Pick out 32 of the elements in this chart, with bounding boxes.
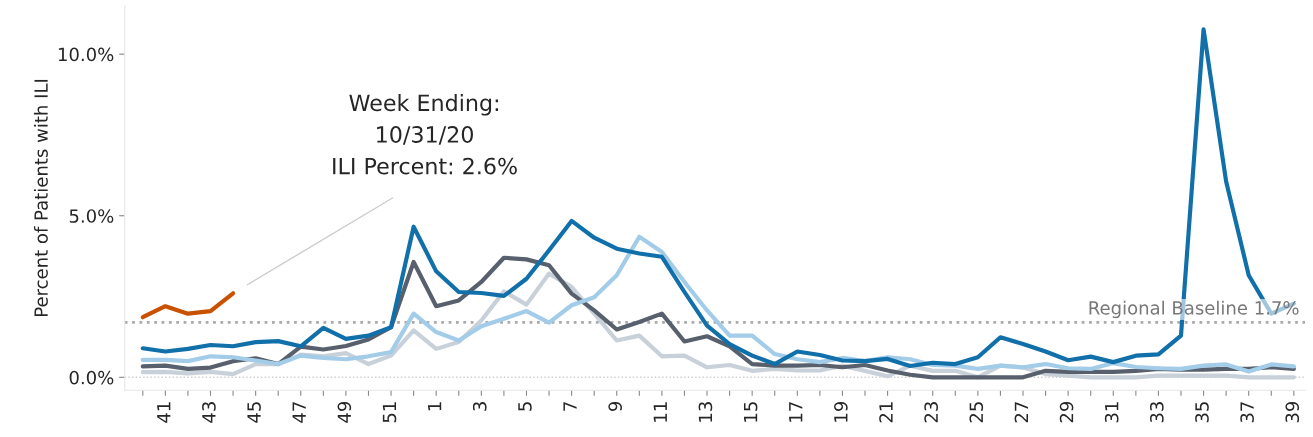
x-tick-label: 3 bbox=[472, 402, 487, 411]
x-tick-label: 45 bbox=[247, 402, 261, 423]
x-tick-label: 39 bbox=[1285, 401, 1300, 423]
x-tick-label: 51 bbox=[382, 402, 397, 423]
y-tick-label: 10.0% bbox=[58, 47, 114, 62]
x-tick-label: 1 bbox=[428, 402, 442, 411]
x-tick-label: 49 bbox=[337, 401, 352, 423]
x-tick-label: 15 bbox=[743, 402, 758, 422]
y-tick-label: 0.0% bbox=[69, 370, 114, 385]
x-tick-label: 43 bbox=[202, 402, 216, 423]
y-axis-title: Percent of Patients with ILI bbox=[33, 79, 48, 316]
x-tick-label: 7 bbox=[563, 402, 577, 411]
x-tick-label: 13 bbox=[698, 402, 713, 422]
x-tick-label: 37 bbox=[1240, 402, 1254, 423]
y-tick-label: 5.0% bbox=[69, 209, 114, 223]
x-tick-label: 9 bbox=[608, 401, 622, 412]
x-tick-label: 19 bbox=[834, 401, 848, 422]
x-tick-label: 5 bbox=[518, 402, 532, 411]
x-tick-label: 35 bbox=[1195, 402, 1209, 423]
x-tick-label: 17 bbox=[789, 402, 803, 422]
x-tick-label: 27 bbox=[1014, 402, 1028, 423]
x-tick-label: 47 bbox=[292, 402, 306, 423]
x-tick-label: 11 bbox=[653, 402, 667, 422]
x-tick-label: 25 bbox=[969, 402, 984, 423]
x-tick-label: 31 bbox=[1104, 402, 1119, 423]
x-tick-label: 29 bbox=[1059, 401, 1074, 423]
x-tick-label: 21 bbox=[879, 402, 893, 423]
line-series bbox=[140, 291, 236, 320]
x-tick-label: 33 bbox=[1150, 402, 1164, 423]
x-tick-label: 23 bbox=[924, 402, 938, 423]
x-tick-label: 41 bbox=[157, 402, 171, 423]
annotation: Week Ending: 10/31/20 ILI Percent: 2.6% bbox=[333, 94, 517, 175]
